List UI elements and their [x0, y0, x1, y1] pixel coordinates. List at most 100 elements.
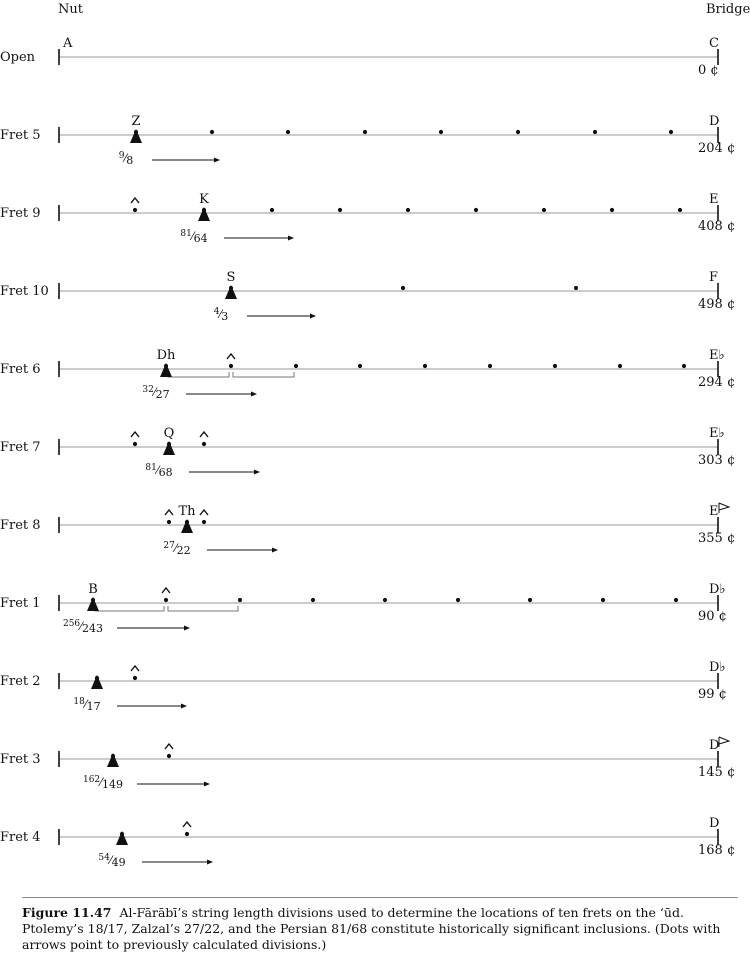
note-name: D♭: [709, 582, 726, 597]
division-dot: [438, 129, 444, 135]
fret-label: Fret 9: [0, 206, 41, 221]
division-dot: [310, 597, 316, 603]
ratio-slash: ⁄: [216, 308, 223, 321]
ratio-slash: ⁄: [154, 464, 161, 477]
ratio-denominator: 22: [177, 544, 191, 557]
cents-value: 204 ¢: [698, 141, 735, 156]
fret-label: Fret 2: [0, 674, 41, 689]
fret-marker-triangle: [225, 285, 237, 299]
figure-number: Figure 11.47: [22, 905, 112, 920]
fret-row: Fret 1 D♭ 90 ¢ B 256⁄243: [0, 582, 727, 635]
division-letter: Q: [164, 426, 175, 441]
ratio-denominator: 68: [159, 466, 173, 479]
division-dot: [400, 285, 406, 291]
division-dot: [681, 363, 687, 369]
division-dot: [357, 363, 363, 369]
arrow-head-icon: [204, 781, 210, 787]
ratio-label: 27⁄22: [163, 541, 190, 557]
ratio-denominator: 149: [102, 778, 123, 791]
arrow-head-icon: [254, 469, 260, 475]
fret-label: Fret 4: [0, 830, 41, 845]
division-dot: [201, 519, 207, 525]
caret-icon: [164, 742, 174, 750]
ratio-slash: ⁄: [121, 152, 128, 165]
division-dot: [337, 207, 343, 213]
ratio-label: 32⁄27: [142, 385, 169, 401]
fret-label: Fret 5: [0, 128, 41, 143]
fret-label: Fret 6: [0, 362, 41, 377]
division-dot: [673, 597, 679, 603]
division-dot: [382, 597, 388, 603]
note-name: E♭: [709, 348, 725, 363]
fret-marker-triangle: [130, 129, 142, 143]
division-dot: [600, 597, 606, 603]
ratio-numerator: 81: [180, 229, 191, 239]
fret-marker-triangle: [91, 675, 103, 689]
division-dot: [209, 129, 215, 135]
cents-value: 355 ¢: [698, 531, 735, 546]
fret-row: Fret 5 D 204 ¢ Z 9⁄8: [0, 114, 735, 167]
fret-label: Fret 3: [0, 752, 41, 767]
division-bracket: [232, 372, 295, 378]
ratio-numerator: 18: [73, 697, 85, 707]
caption-text: Al-Fārābī’s string length divisions used…: [22, 905, 721, 952]
note-name: C: [709, 36, 719, 51]
division-dot: [166, 753, 172, 759]
half-flat-icon: [718, 736, 731, 747]
division-dot: [237, 597, 243, 603]
cents-value: 408 ¢: [698, 219, 735, 234]
division-dot: [527, 597, 533, 603]
ratio-numerator: 162: [83, 775, 100, 785]
ratio-label: 54⁄49: [98, 853, 125, 869]
division-dot: [422, 363, 428, 369]
fret-row: Fret 8 E 355 ¢ Th 27⁄22: [0, 502, 735, 557]
ratio-numerator: 54: [98, 853, 110, 863]
half-flat-icon: [718, 502, 731, 513]
division-dot: [609, 207, 615, 213]
division-dot: [163, 597, 169, 603]
division-dot: [541, 207, 547, 213]
fret-row: Fret 6 E♭ 294 ¢ Dh 32⁄27: [0, 348, 735, 401]
division-dot: [677, 207, 683, 213]
ratio-denominator: 243: [82, 622, 103, 635]
division-dot: [668, 129, 674, 135]
fret-marker-triangle: [107, 753, 119, 767]
division-dot: [228, 363, 234, 369]
ratio-numerator: 256: [63, 619, 80, 629]
ratio-label: 162⁄149: [83, 775, 123, 791]
division-dot: [573, 285, 579, 291]
division-letter: A: [62, 36, 73, 51]
ratio-slash: ⁄: [151, 386, 158, 399]
cents-value: 294 ¢: [698, 375, 735, 390]
caret-icon: [161, 586, 171, 594]
fret-row: Fret 4 D 168 ¢ 54⁄49: [0, 816, 735, 869]
nut-label: Nut: [58, 2, 84, 17]
arrow-head-icon: [310, 313, 316, 319]
note-name: E♭: [709, 426, 725, 441]
division-dot: [487, 363, 493, 369]
fret-row: Fret 7 E♭ 303 ¢ Q 81⁄68: [0, 426, 735, 479]
fret-marker-triangle: [160, 363, 172, 377]
fret-marker-triangle: [198, 207, 210, 221]
division-letter: B: [88, 582, 98, 597]
division-dot: [515, 129, 521, 135]
fret-row: Fret 3 D 145 ¢ 162⁄149: [0, 736, 735, 791]
division-dot: [184, 831, 190, 837]
ratio-numerator: 4: [214, 307, 220, 317]
division-dot: [269, 207, 275, 213]
cents-value: 90 ¢: [698, 609, 727, 624]
arrow-head-icon: [184, 625, 190, 631]
fret-row: Fret 10 F 498 ¢ S 4⁄3: [0, 270, 735, 323]
division-letter: K: [199, 192, 209, 207]
division-letter: Th: [178, 504, 196, 519]
division-letter: Dh: [157, 348, 176, 363]
caret-icon: [199, 430, 209, 438]
division-dot: [166, 519, 172, 525]
cents-value: 99 ¢: [698, 687, 727, 702]
division-dot: [285, 129, 291, 135]
ratio-numerator: 27: [163, 541, 175, 551]
fret-marker-triangle: [116, 831, 128, 845]
division-dot: [473, 207, 479, 213]
